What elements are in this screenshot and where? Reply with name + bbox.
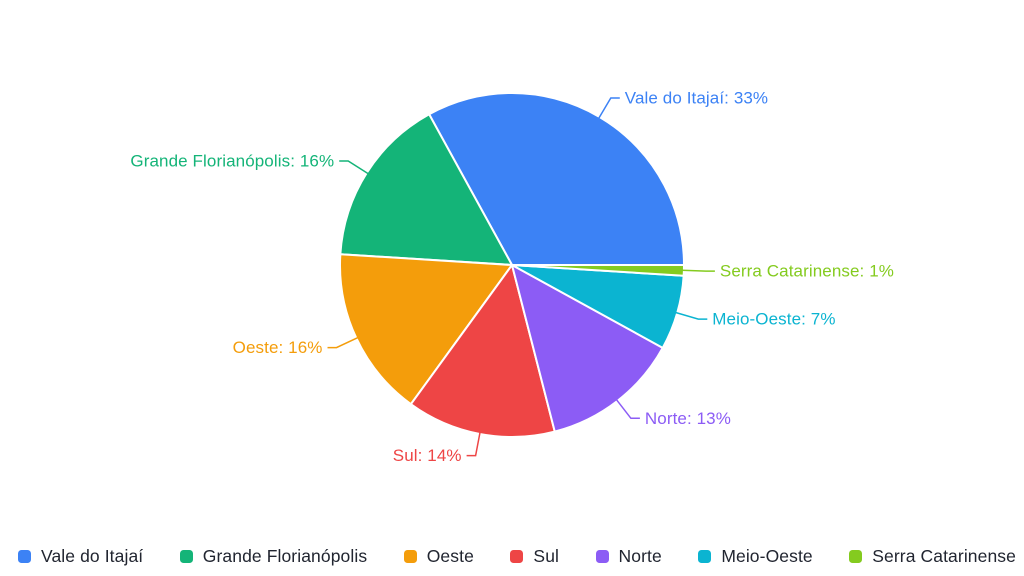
slice-callout-norte: Norte: 13% xyxy=(645,409,731,428)
legend-swatch-meio-oeste xyxy=(698,549,712,563)
leader-line-grande-florianopolis xyxy=(339,160,369,175)
legend-swatch-serra-catarinense xyxy=(849,549,863,563)
legend-item-meio-oeste[interactable]: Meio-Oeste xyxy=(698,545,813,567)
legend-item-grande-florianopolis[interactable]: Grande Florianópolis xyxy=(179,545,368,567)
legend-item-sul[interactable]: Sul xyxy=(510,546,559,567)
slice-callout-serra-catarinense: Serra Catarinense: 1% xyxy=(720,262,894,281)
legend-swatch-oeste xyxy=(403,549,417,563)
leader-line-vale-do-itajai xyxy=(597,97,620,120)
legend-label-norte: Norte xyxy=(618,545,662,566)
slice-callout-sul: Sul: 14% xyxy=(393,446,462,465)
legend-label-grande-florianopolis: Grande Florianópolis xyxy=(202,545,368,566)
legend-item-vale-do-itajai[interactable]: Vale do Itajaí xyxy=(18,546,143,567)
legend-swatch-sul xyxy=(510,549,524,563)
legend-item-norte[interactable]: Norte xyxy=(595,545,662,567)
legend-swatch-grande-florianopolis xyxy=(179,549,193,563)
leader-line-sul xyxy=(466,431,481,457)
slice-callout-oeste: Oeste: 16% xyxy=(233,338,323,357)
leader-line-serra-catarinense xyxy=(681,269,715,272)
legend-label-oeste: Oeste xyxy=(426,545,474,566)
slice-callout-grande-florianopolis: Grande Florianópolis: 16% xyxy=(130,152,334,171)
legend-label-sul: Sul xyxy=(533,545,560,566)
legend-item-oeste[interactable]: Oeste xyxy=(403,545,474,567)
slice-callout-vale-do-itajai: Vale do Itajaí: 33% xyxy=(625,89,768,108)
chart-legend: Vale do Itajaí Grande Florianópolis Oeste S… xyxy=(0,541,1024,571)
legend-item-serra-catarinense[interactable]: Serra Catarinense xyxy=(849,546,1016,567)
legend-label-meio-oeste: Meio-Oeste xyxy=(721,545,813,566)
leader-line-oeste xyxy=(327,336,359,349)
slice-callout-meio-oeste: Meio-Oeste: 7% xyxy=(712,310,835,329)
leader-line-meio-oeste xyxy=(674,311,708,320)
pie-chart: Vale do Itajaí: 33% Grande Florianópolis:… xyxy=(130,89,894,466)
legend-label-vale-do-itajai: Vale do Itajaí xyxy=(41,545,144,566)
legend-label-serra-catarinense: Serra Catarinense xyxy=(872,545,1016,566)
legend-swatch-vale-do-itajai xyxy=(18,549,31,563)
leader-line-norte xyxy=(615,398,640,420)
legend-swatch-norte xyxy=(595,549,609,563)
